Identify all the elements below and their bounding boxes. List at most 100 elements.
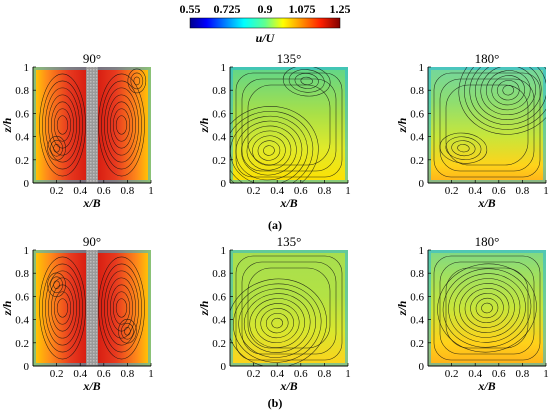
- y-tick-label: 0: [221, 361, 227, 373]
- x-axis-label: x/B: [477, 379, 495, 393]
- x-tick-label: 0.6: [97, 368, 111, 380]
- streamline: [247, 84, 331, 166]
- vortex-streamline: [53, 143, 60, 153]
- y-tick-label: 0.8: [212, 268, 226, 280]
- vortex-streamline: [53, 280, 60, 290]
- streamlines: [433, 255, 541, 361]
- x-tick-label: 0.6: [492, 368, 506, 380]
- colorbar-tick-label: 0.9: [258, 2, 273, 16]
- streamline: [263, 145, 275, 156]
- contour-field: [230, 250, 348, 366]
- x-tick-label: 0.4: [270, 185, 284, 197]
- streamline: [241, 78, 337, 172]
- streamline: [451, 140, 476, 157]
- x-tick-label: 0.2: [50, 368, 64, 380]
- vortex-streamline: [124, 326, 131, 336]
- streamline: [474, 67, 542, 120]
- panel-title: 180°: [475, 51, 500, 66]
- x-tick-label: 1: [148, 185, 154, 197]
- vortex-streamline: [127, 68, 147, 94]
- streamline: [56, 115, 69, 135]
- y-tick-label: 0.8: [15, 85, 29, 97]
- y-tick-label: 0.8: [212, 85, 226, 97]
- streamline: [112, 108, 131, 142]
- streamlines: [230, 255, 343, 366]
- y-tick-label: 0.6: [15, 291, 29, 303]
- panel-title: 135°: [277, 234, 302, 249]
- colorbar: 0.55 0.725 0.9 1.075 1.25 u/U: [180, 2, 351, 45]
- streamline: [453, 278, 521, 338]
- x-tick-label: 0.8: [318, 185, 332, 197]
- colorbar-label: u/U: [256, 31, 276, 45]
- y-tick-label: 0.4: [15, 132, 29, 144]
- x-tick-label: 0.2: [247, 185, 261, 197]
- streamline: [448, 273, 526, 343]
- streamline: [445, 267, 529, 349]
- streamline: [115, 115, 128, 135]
- x-tick-label: 0.6: [97, 185, 111, 197]
- x-tick-label: 0.2: [445, 185, 459, 197]
- y-axis-label: z/h: [197, 117, 211, 133]
- x-tick-label: 0.6: [294, 185, 308, 197]
- streamline: [104, 270, 139, 346]
- y-tick-label: 1: [419, 62, 425, 74]
- x-tick-label: 0.8: [121, 185, 135, 197]
- y-tick-label: 1: [24, 62, 30, 74]
- y-tick-label: 1: [221, 62, 227, 74]
- streamline: [294, 73, 319, 89]
- streamline: [230, 106, 319, 183]
- y-tick-label: 0.2: [212, 155, 226, 167]
- y-tick-label: 0.4: [15, 315, 29, 327]
- y-tick-label: 0.4: [410, 315, 424, 327]
- streamline: [53, 291, 72, 325]
- vortex-streamline: [50, 276, 63, 294]
- streamline: [442, 268, 532, 348]
- y-tick-label: 0.4: [212, 315, 226, 327]
- streamline: [475, 297, 499, 319]
- contour-field: [428, 250, 546, 366]
- streamline: [39, 73, 86, 177]
- x-tick-label: 0.8: [516, 368, 530, 380]
- y-tick-label: 0.8: [410, 268, 424, 280]
- streamline: [433, 72, 541, 178]
- streamline: [39, 256, 86, 360]
- x-tick-label: 0.2: [50, 185, 64, 197]
- streamline: [241, 125, 297, 176]
- y-tick-label: 0: [419, 178, 425, 190]
- streamlines: [230, 67, 343, 183]
- x-tick-label: 1: [148, 368, 154, 380]
- streamline: [107, 94, 136, 156]
- streamline: [104, 87, 139, 163]
- streamline: [439, 261, 535, 355]
- y-tick-label: 0.4: [410, 132, 424, 144]
- x-axis-label: x/B: [82, 196, 100, 210]
- streamline: [230, 115, 308, 183]
- streamline: [464, 288, 510, 328]
- y-tick-label: 1: [419, 245, 425, 257]
- x-tick-label: 1: [543, 368, 549, 380]
- row-label-b: (b): [268, 396, 283, 410]
- x-tick-label: 0.8: [121, 368, 135, 380]
- row-label-a: (a): [268, 218, 282, 232]
- y-tick-label: 0.2: [410, 155, 424, 167]
- x-axis-label: x/B: [279, 196, 297, 210]
- x-tick-label: 0.2: [445, 368, 459, 380]
- streamline: [246, 130, 292, 171]
- streamline: [230, 110, 314, 183]
- x-axis-label: x/B: [279, 379, 297, 393]
- y-tick-label: 0.4: [212, 132, 226, 144]
- colorbar-tick-label: 0.55: [180, 2, 201, 16]
- vortex-streamline: [47, 135, 66, 161]
- streamline: [112, 291, 131, 325]
- y-tick-label: 1: [221, 245, 227, 257]
- y-tick-label: 0.2: [15, 155, 29, 167]
- streamline: [458, 67, 546, 135]
- x-tick-label: 1: [543, 185, 549, 197]
- x-tick-label: 1: [345, 368, 351, 380]
- colorbar-tick-label: 1.075: [289, 2, 316, 16]
- wall-boundary-layer: [428, 250, 546, 366]
- chart-panel: 0.2 0.4 0.6 0.8 1 0 0.2 0.4 0.6 0.8 1 135° x/B z/h: [197, 234, 351, 393]
- x-tick-label: 0.4: [468, 185, 482, 197]
